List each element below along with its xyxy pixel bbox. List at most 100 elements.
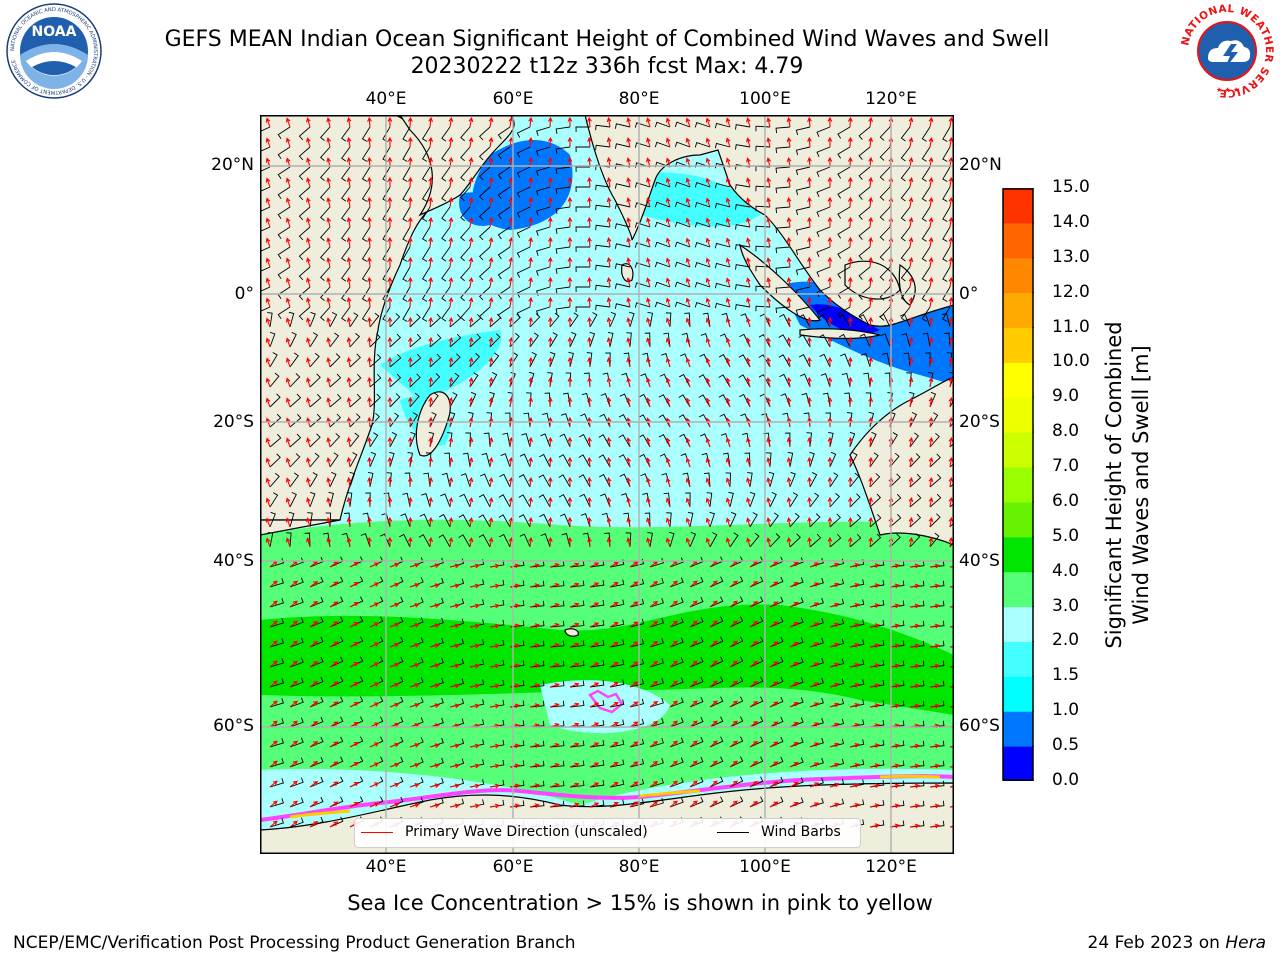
wind-barb <box>286 532 292 548</box>
wave-arrow <box>449 623 460 629</box>
wind-barb <box>614 303 631 309</box>
wind-barb <box>669 757 684 768</box>
wave-arrow <box>766 317 772 328</box>
wave-arrow <box>909 683 920 689</box>
wave-arrow <box>786 316 792 328</box>
wind-barb <box>714 282 731 289</box>
wind-barb <box>689 736 704 748</box>
wind-barb <box>669 557 684 568</box>
wind-barb <box>298 306 311 321</box>
wind-barb <box>669 637 684 648</box>
wind-barb <box>298 206 311 221</box>
wave-arrow <box>387 316 393 328</box>
wave-arrow <box>285 137 291 148</box>
wave-arrow <box>269 820 278 828</box>
wave-arrow <box>489 623 500 629</box>
wind-barb <box>497 166 511 180</box>
wind-barb <box>816 306 831 318</box>
wave-arrow <box>587 356 592 368</box>
wind-barb <box>629 638 645 648</box>
wave-arrow <box>567 136 573 148</box>
wave-arrow <box>705 197 711 208</box>
wave-arrow <box>849 603 860 608</box>
wind-barb <box>309 472 318 488</box>
lon-label-bottom-120e: 120°E <box>865 857 917 877</box>
wind-barb <box>649 617 664 628</box>
wind-barb <box>536 306 551 316</box>
wind-barb <box>483 432 491 448</box>
wind-barb-legend-line <box>717 832 749 833</box>
wave-arrow <box>569 602 580 608</box>
wind-barb <box>809 797 824 808</box>
wave-arrow <box>567 536 573 548</box>
wind-barb <box>309 373 321 388</box>
wind-barb <box>674 301 691 308</box>
wave-arrow <box>606 396 612 408</box>
wave-arrow <box>285 117 291 128</box>
sea-ice-edge <box>260 774 954 822</box>
wind-barb <box>818 334 831 348</box>
wave-arrow <box>766 377 772 388</box>
wind-barb <box>341 286 351 302</box>
wave-arrow <box>869 823 880 828</box>
wind-barb <box>595 184 611 191</box>
wind-barb <box>909 493 922 508</box>
wind-barb <box>858 126 871 140</box>
wave-arrow <box>809 742 820 748</box>
wind-barb <box>346 492 353 508</box>
wave-arrow <box>285 257 291 268</box>
wave-arrow <box>789 662 799 668</box>
wave-arrow <box>528 236 534 248</box>
wave-arrow <box>306 517 311 528</box>
wave-arrow <box>547 316 553 328</box>
wave-arrow <box>725 417 731 428</box>
wind-barb <box>674 181 691 188</box>
wave-arrow <box>629 661 639 668</box>
lat-label-right-20n: 20°N <box>959 155 1002 175</box>
wave-arrow <box>547 296 553 308</box>
wind-barb <box>775 286 791 294</box>
wind-barb <box>329 716 344 728</box>
wave-arrow <box>646 517 651 528</box>
wave-arrow <box>705 457 711 468</box>
wind-barb <box>555 286 571 294</box>
wind-barb <box>529 680 545 688</box>
wave-arrow <box>948 196 954 208</box>
wind-barb <box>921 146 931 162</box>
wave-arrow <box>428 276 434 288</box>
wind-barb <box>709 776 724 788</box>
wave-arrow <box>665 137 671 148</box>
wind-barb <box>329 776 344 788</box>
wind-barb <box>614 243 631 249</box>
wave-arrow <box>326 257 332 268</box>
wave-arrow <box>428 116 434 128</box>
wave-arrow <box>306 437 311 448</box>
wave-arrow <box>488 297 494 308</box>
wind-barb <box>858 306 871 320</box>
wind-barb <box>320 206 331 221</box>
wind-barb <box>421 186 431 202</box>
wave-arrow <box>389 702 400 708</box>
lon-label-bottom-40e: 40°E <box>365 857 407 877</box>
wind-barb <box>709 716 724 728</box>
wind-barb <box>609 799 625 808</box>
wave-arrow <box>409 623 420 628</box>
wave-arrow <box>407 316 413 328</box>
wave-arrow <box>709 580 718 588</box>
wind-barb <box>361 286 371 302</box>
wave-arrow <box>705 317 711 328</box>
wind-barb <box>568 351 574 368</box>
wind-barb <box>629 678 645 688</box>
wind-barb <box>329 736 344 748</box>
wind-barb <box>538 474 551 488</box>
wind-barb <box>689 576 704 588</box>
wind-barb <box>498 494 511 508</box>
wind-barb <box>879 186 891 201</box>
wave-arrow <box>649 660 659 668</box>
wind-barb <box>609 579 625 588</box>
wind-barb <box>529 700 545 708</box>
wind-barb <box>409 353 422 368</box>
wind-barb <box>649 777 664 788</box>
wind-barb <box>449 392 458 408</box>
wind-barb <box>729 511 737 528</box>
